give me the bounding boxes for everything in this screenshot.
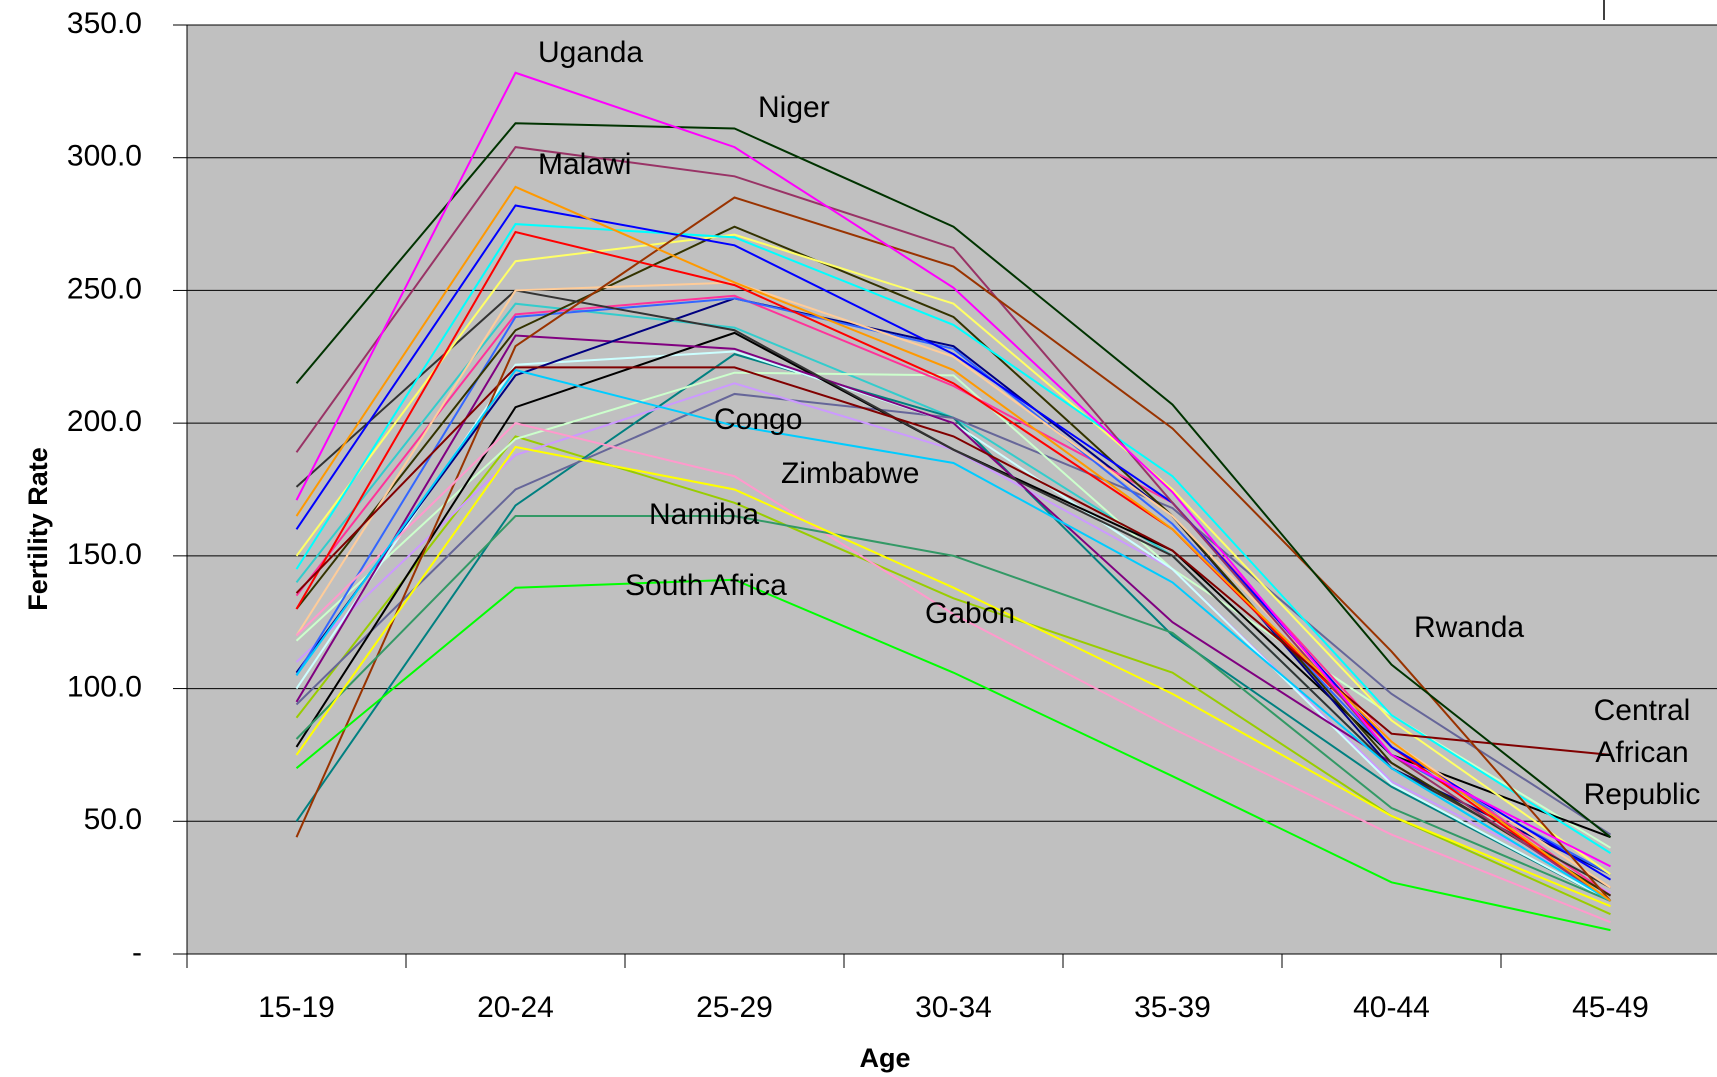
plot-area [187,25,1717,954]
series-label: Malawi [538,148,632,181]
series-label: Namibia [649,498,760,531]
y-tick-label: 200.0 [67,405,142,438]
x-tick-label: 35-39 [1134,991,1211,1024]
x-tick-label: 30-34 [915,991,992,1024]
y-axis-title: Fertility Rate [23,447,53,611]
series-line [295,225,1612,897]
y-tick-label: 100.0 [67,670,142,703]
series-line [295,368,1612,902]
series-line [295,233,1612,876]
series-label: Uganda [538,36,644,69]
x-tick-label: 20-24 [477,991,554,1024]
x-tick-label: 25-29 [696,991,773,1024]
series-line [295,578,1611,932]
series-line [295,122,1612,838]
series-line [295,392,1612,836]
y-tick-label: 250.0 [67,272,142,305]
series-label: Congo [714,403,803,436]
series-line [295,71,1611,868]
series-line [295,515,1611,902]
series-line [295,204,1612,881]
x-tick-label: 45-49 [1572,991,1649,1024]
x-tick-label: 15-19 [258,991,335,1024]
x-axis-title: Age [859,1043,910,1073]
series-line [295,223,1612,854]
series-line [295,366,1611,756]
y-tick-label: 350.0 [67,7,142,40]
series-line [295,196,1612,902]
y-tick-label: 150.0 [67,538,142,571]
series-line [295,422,1611,924]
series-label: Zimbabwe [781,457,920,490]
series-line [295,445,1611,908]
x-tick-label: 40-44 [1353,991,1430,1024]
series-label: Rwanda [1414,611,1525,644]
y-tick-label: 50.0 [84,803,142,836]
series-label: Gabon [925,597,1016,630]
series-label: South Africa [625,569,787,602]
y-tick-label: - [132,936,142,969]
series-label: Central African Republic [1583,694,1701,811]
series-label: Niger [758,91,830,124]
y-tick-label: 300.0 [67,140,142,173]
series-line [295,185,1612,902]
